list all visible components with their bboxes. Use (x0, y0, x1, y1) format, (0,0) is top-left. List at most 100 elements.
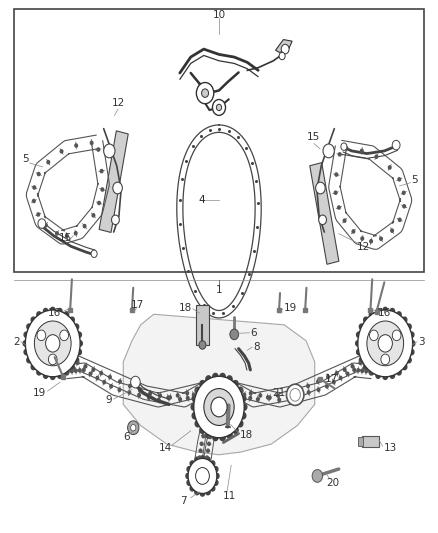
Circle shape (78, 341, 82, 346)
Circle shape (240, 413, 246, 419)
Circle shape (101, 188, 104, 191)
Polygon shape (276, 39, 292, 52)
Text: 17: 17 (324, 374, 338, 384)
Circle shape (91, 250, 97, 257)
Circle shape (286, 392, 289, 395)
Circle shape (23, 341, 28, 346)
Circle shape (297, 393, 300, 397)
Circle shape (345, 147, 348, 150)
Circle shape (90, 141, 93, 144)
Circle shape (195, 421, 200, 427)
Circle shape (24, 332, 28, 337)
Circle shape (410, 349, 414, 354)
Circle shape (242, 404, 247, 410)
Circle shape (31, 317, 35, 322)
Circle shape (74, 358, 79, 363)
Circle shape (131, 424, 136, 431)
Circle shape (206, 414, 208, 417)
Circle shape (214, 466, 218, 472)
Circle shape (210, 486, 215, 491)
Circle shape (37, 312, 41, 317)
Circle shape (319, 215, 326, 224)
Circle shape (338, 206, 340, 209)
Circle shape (70, 365, 74, 370)
Text: 17: 17 (131, 300, 144, 310)
Circle shape (327, 375, 329, 378)
Circle shape (103, 381, 106, 384)
Circle shape (341, 143, 347, 150)
Circle shape (240, 389, 243, 392)
Circle shape (201, 89, 208, 98)
Circle shape (58, 309, 62, 314)
Circle shape (220, 434, 225, 441)
Circle shape (206, 432, 211, 438)
Circle shape (98, 201, 100, 205)
Text: 20: 20 (326, 478, 339, 488)
Circle shape (60, 150, 63, 153)
Circle shape (317, 388, 320, 391)
Circle shape (196, 467, 209, 484)
Circle shape (31, 365, 35, 370)
Polygon shape (358, 437, 363, 446)
Circle shape (357, 369, 360, 372)
Polygon shape (362, 435, 379, 447)
Circle shape (359, 361, 362, 365)
Text: 14: 14 (159, 443, 173, 453)
Circle shape (336, 372, 338, 375)
Circle shape (206, 489, 210, 495)
Circle shape (208, 442, 210, 446)
Circle shape (186, 473, 190, 479)
Circle shape (131, 376, 140, 388)
Circle shape (233, 427, 238, 433)
Circle shape (129, 384, 131, 387)
Circle shape (27, 324, 31, 329)
Circle shape (375, 155, 378, 158)
Circle shape (278, 398, 281, 401)
Circle shape (192, 393, 195, 397)
Text: 11: 11 (223, 490, 236, 500)
Circle shape (279, 52, 285, 60)
Circle shape (192, 413, 198, 419)
Circle shape (307, 391, 310, 394)
Circle shape (37, 173, 40, 176)
Circle shape (50, 308, 55, 313)
Circle shape (376, 373, 380, 378)
Circle shape (365, 369, 367, 373)
Circle shape (391, 229, 393, 232)
Circle shape (188, 458, 217, 494)
Text: 12: 12 (357, 241, 370, 252)
Circle shape (211, 417, 214, 420)
Circle shape (67, 370, 69, 373)
Circle shape (211, 423, 213, 426)
Circle shape (190, 461, 194, 466)
Circle shape (364, 365, 368, 370)
Text: 16: 16 (378, 308, 391, 318)
Text: 4: 4 (198, 195, 205, 205)
Text: 7: 7 (180, 496, 187, 506)
Circle shape (360, 149, 363, 152)
Text: 16: 16 (48, 308, 61, 318)
Circle shape (60, 330, 68, 341)
Circle shape (66, 235, 68, 238)
Circle shape (38, 219, 46, 228)
Circle shape (76, 361, 79, 365)
Text: 6: 6 (123, 432, 130, 442)
Circle shape (238, 387, 243, 393)
Text: 5: 5 (22, 154, 28, 164)
Circle shape (268, 396, 271, 399)
Circle shape (237, 390, 240, 393)
Circle shape (92, 214, 95, 217)
Circle shape (403, 365, 407, 370)
Circle shape (167, 396, 170, 399)
Circle shape (216, 104, 222, 111)
Circle shape (82, 368, 85, 372)
Circle shape (159, 394, 161, 397)
Circle shape (139, 389, 141, 392)
Circle shape (204, 389, 234, 425)
Circle shape (71, 369, 73, 373)
Circle shape (205, 456, 208, 459)
Circle shape (346, 372, 349, 375)
Circle shape (230, 329, 239, 340)
Circle shape (205, 421, 207, 424)
Circle shape (297, 389, 299, 392)
